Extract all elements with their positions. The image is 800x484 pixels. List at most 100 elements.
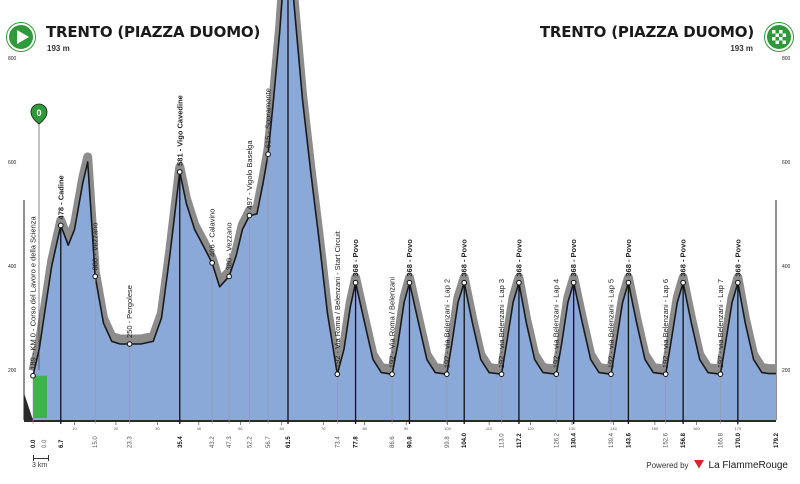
waypoint-marker	[608, 371, 614, 377]
km-scale-label: 3 km	[32, 462, 48, 469]
waypoint-label: 368 - Povo	[733, 239, 742, 277]
waypoint-marker	[246, 212, 253, 219]
waypoint-marker	[226, 273, 232, 280]
start-altitude: 193 m	[47, 44, 70, 53]
waypoint-label: 478 - Cadine	[56, 175, 65, 219]
distance-label: 43.2	[210, 436, 216, 448]
finish-location-title: TRENTO (PIAZZA DUOMO)	[539, 23, 754, 41]
checkered-flag-icon	[764, 22, 794, 52]
altitude-tick-right: 200	[782, 368, 791, 374]
waypoint-marker	[176, 169, 183, 175]
distance-label: 90.8	[407, 436, 413, 448]
waypoint-marker	[735, 279, 741, 286]
distance-label: 6.7	[59, 439, 65, 448]
km-tick-label: 90	[404, 426, 409, 431]
waypoint-label: 406 - Calavino	[208, 209, 217, 257]
waypoint-marker	[553, 371, 560, 377]
distance-label: 99.8	[445, 436, 451, 448]
km-tick-label: 70	[321, 426, 326, 431]
waypoint-marker	[265, 151, 271, 157]
distance-label: 179.2	[774, 432, 780, 448]
distance-label: 61.5	[286, 436, 292, 448]
waypoint-marker	[570, 279, 577, 286]
km-tick-label: 120	[527, 426, 534, 431]
distance-label: 86.6	[390, 436, 396, 448]
waypoint-marker	[92, 273, 98, 280]
waypoint-label: 368 - Povo	[514, 239, 523, 277]
powered-by-label: Powered by	[646, 460, 689, 470]
distance-label: 126.2	[554, 432, 560, 448]
distance-label: 73.4	[335, 436, 341, 448]
waypoint-label: 368 - Povo	[460, 239, 469, 277]
waypoint-label: 368 - Povo	[405, 239, 414, 277]
waypoint-label: 192 - via Belenzani - Lap 6	[661, 279, 670, 368]
finish-altitude: 193 m	[730, 44, 753, 53]
waypoint-label: 615 - Sopramonte	[264, 88, 273, 148]
km-zero-label: 0	[36, 108, 41, 118]
start-band	[33, 375, 47, 418]
km-tick-label: 30	[155, 426, 160, 431]
powered-by: Powered by La FlammeRouge	[646, 456, 788, 474]
waypoint-marker	[334, 371, 341, 377]
waypoint-label: 380 - Vezzano	[91, 222, 100, 270]
start-location-title: TRENTO (PIAZZA DUOMO)	[46, 23, 261, 41]
km-tick-label: 130	[569, 426, 576, 431]
waypoint-marker	[461, 279, 468, 286]
distance-label: 170.0	[736, 432, 742, 448]
altitude-tick-right: 400	[782, 264, 791, 270]
distance-label: 77.8	[354, 436, 360, 448]
waypoint-marker	[389, 371, 395, 377]
distance-label: 139.4	[609, 432, 615, 448]
altitude-tick-left: 600	[8, 160, 17, 166]
waypoint-marker	[662, 371, 669, 377]
waypoint-marker	[57, 222, 64, 229]
waypoint-marker	[625, 279, 632, 286]
waypoint-label: 192 - Via Roma / Belenzani - Start Circu…	[333, 230, 342, 368]
distance-label: 117.2	[517, 433, 523, 448]
waypoint-label: 192 - Via Roma / Belenzani	[388, 277, 397, 368]
km-tick-label: 100	[444, 426, 451, 431]
km-tick-label: 20	[114, 426, 119, 431]
waypoint-label: 189 - KM 0 - Corso del Lavoro e della Sc…	[29, 215, 38, 369]
waypoint-label: 497 - Vigolo Baselga	[245, 140, 254, 210]
waypoint-marker	[498, 371, 505, 377]
waypoint-label: 192 - via Belenzani - Lap 4	[552, 279, 561, 368]
waypoint-label: 368 - Povo	[569, 239, 578, 277]
altitude-tick-left: 800	[8, 56, 17, 62]
waypoint-label: 368 - Povo	[351, 239, 360, 277]
waypoint-label: 192 - via Belenzani - Lap 5	[606, 279, 615, 368]
altitude-tick-left: 400	[8, 264, 17, 270]
km-tick-label: 50	[238, 426, 243, 431]
distance-label: 113.0	[500, 433, 506, 448]
km-tick-label: 110	[486, 426, 493, 431]
waypoint-marker	[516, 279, 522, 286]
distance-label: 0.0	[42, 439, 48, 448]
distance-label: 56.7	[266, 436, 272, 448]
distance-label: 152.6	[664, 432, 670, 448]
play-icon	[6, 22, 36, 52]
km-zero-pin-icon	[30, 103, 48, 125]
waypoint-marker	[352, 279, 359, 286]
altitude-tick-right: 800	[782, 56, 791, 62]
km-tick-label: 10	[72, 426, 77, 431]
km-tick-label: 170	[735, 426, 742, 431]
waypoint-label: 192 - via Belenzani - Lap 3	[497, 279, 506, 368]
profile-outline	[32, 0, 776, 376]
brand-name: La FlammeRouge	[708, 459, 788, 471]
waypoint-label: 250 - Pergolese	[125, 285, 134, 338]
distance-label: 130.4	[572, 432, 578, 448]
distance-label: 143.6	[626, 432, 632, 448]
km-tick-label: 140	[610, 426, 617, 431]
distance-label: 104.0	[462, 432, 468, 448]
distance-label: 52.2	[247, 436, 253, 448]
distance-label: 23.3	[128, 436, 134, 448]
km-tick-label: 60	[280, 426, 285, 431]
waypoint-marker	[126, 341, 133, 347]
profile-area	[33, 0, 776, 420]
distance-label: 156.8	[681, 432, 687, 448]
waypoint-marker	[443, 371, 450, 377]
waypoint-label: 581 - Vigo Cavedine	[175, 95, 184, 166]
waypoint-marker	[30, 372, 36, 379]
waypoint-label: 192 - via Belenzani - Lap 7	[716, 279, 725, 368]
